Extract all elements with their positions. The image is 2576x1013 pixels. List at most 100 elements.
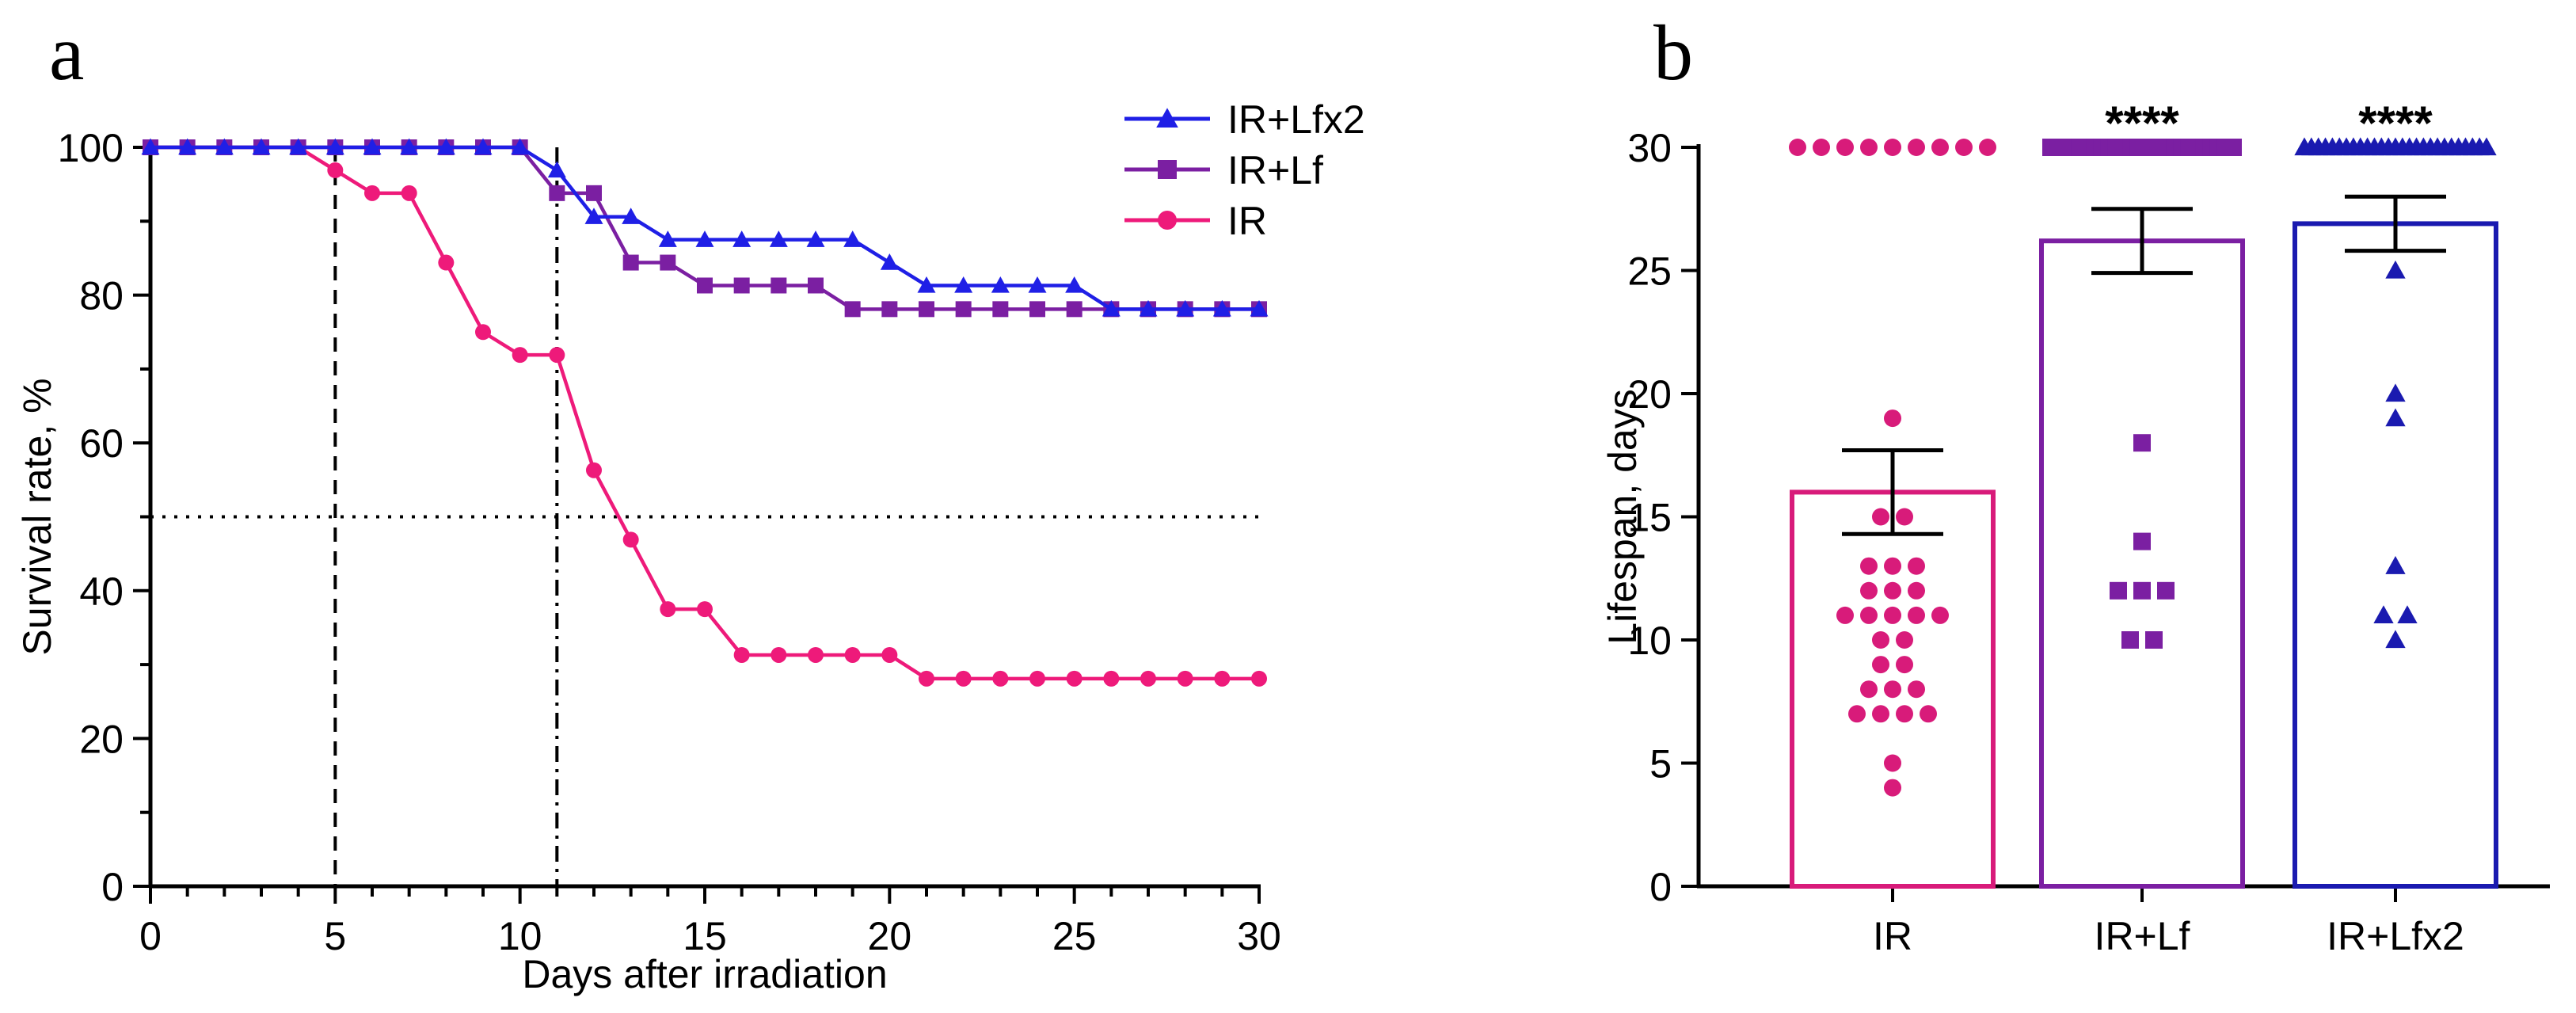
data-point [697,601,713,618]
data-point [400,138,419,155]
data-point [806,230,825,247]
legend-marker [1158,160,1177,179]
data-point [622,531,639,548]
data-point [695,230,714,247]
data-point [1908,557,1925,575]
data-point [2385,260,2406,279]
data-point [1979,139,1996,156]
data-point [289,138,308,155]
lifespan-chart-panel: b 0 5 10 15 20 25 30 Lifespan, days IR IR+Lf **** IR… [1600,9,2550,958]
y-tick-label: 20 [1627,372,1672,417]
legend-marker [1156,108,1178,128]
data-point [1908,606,1925,624]
data-point [1860,581,1878,600]
data-point [1908,680,1925,699]
data-point [1860,606,1878,624]
data-point [584,208,603,224]
data-point [1029,301,1045,318]
data-point [1955,139,1973,156]
data-point [2157,581,2175,600]
data-point [1872,705,1889,723]
data-point [954,276,973,293]
legend-label: IR [1227,199,1267,243]
y-tick-label: 10 [1627,619,1672,663]
data-point [769,230,788,247]
data-point [1140,670,1156,687]
x-axis-label: Days after irradiation [522,952,887,996]
data-point [1884,606,1901,624]
data-point [1065,276,1084,293]
data-point [1884,680,1901,699]
data-point [1884,779,1901,797]
data-point [586,185,602,201]
data-point [1896,508,1913,526]
data-point [1931,139,1949,156]
y-tick-label: 0 [101,865,124,909]
data-point [2110,581,2127,600]
data-point [215,138,234,155]
y-tick-label: 25 [1627,249,1672,294]
x-tick-label: 20 [868,914,912,958]
data-point [808,277,824,294]
y-tick-label: 30 [1627,126,1672,170]
data-point [1860,139,1878,156]
bar-IR+Lf [2039,238,2245,889]
legend-label: IR+Lfx2 [1227,97,1365,142]
data-point [512,347,528,364]
y-tick-label: 40 [79,569,124,614]
data-point [436,138,455,155]
data-point [1028,276,1047,293]
data-point [1908,581,1925,600]
data-point [1176,299,1195,317]
data-point [991,276,1010,293]
x-tick-label: 10 [498,914,542,958]
data-point [1250,299,1269,317]
legend-marker [1158,211,1177,230]
data-point [1214,670,1231,687]
significance-label: **** [2358,97,2433,150]
data-point [2476,137,2497,156]
data-point [1789,139,1806,156]
data-point [955,301,972,318]
data-point [1860,557,1878,575]
data-point [2385,556,2406,574]
data-point [1177,670,1193,687]
data-point [917,276,936,293]
data-point [325,138,344,155]
data-point [547,161,566,178]
x-tick-label: 5 [324,914,346,958]
data-point [1066,670,1083,687]
data-point [881,646,898,663]
data-point [1908,139,1925,156]
data-point [549,185,565,201]
data-point [252,138,271,155]
data-point [844,646,861,663]
data-point [1212,299,1231,317]
data-point [843,230,862,247]
data-point [844,301,861,318]
data-point [660,254,676,271]
data-point [363,138,382,155]
data-point [919,670,934,687]
data-point [771,646,787,663]
data-point [2145,631,2163,649]
data-point [1896,631,1913,649]
x-tick-label: 0 [139,914,162,958]
data-point [549,347,565,364]
category-label: IR+Lf [2095,914,2190,958]
data-point [771,277,787,294]
data-point [1884,581,1901,600]
data-point [2224,139,2242,156]
data-point [2397,605,2418,624]
data-point [1872,631,1889,649]
data-point [1872,508,1889,526]
data-point [732,230,751,247]
data-point [178,138,197,155]
data-point [955,670,972,687]
y-tick-label: 80 [79,274,124,318]
data-point [438,254,455,271]
data-point [1884,557,1901,575]
data-point [2385,630,2406,649]
data-point [1102,299,1121,317]
